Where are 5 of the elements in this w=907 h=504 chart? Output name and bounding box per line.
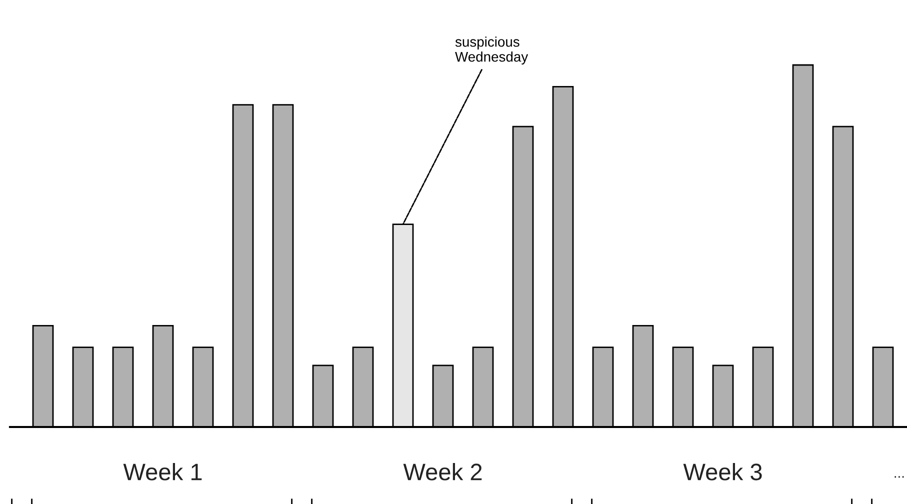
text: ... xyxy=(894,476,904,478)
text: Week 3 xyxy=(683,463,762,480)
text: suspicious Wednesday xyxy=(455,36,528,64)
text: Week 1 xyxy=(123,463,202,480)
text: Week 2 xyxy=(403,463,482,480)
